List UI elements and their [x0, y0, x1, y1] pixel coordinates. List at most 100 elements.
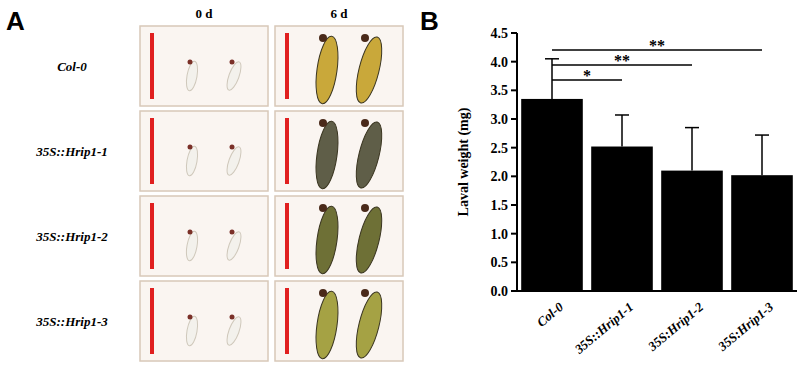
larva-head	[230, 145, 235, 150]
y-tick	[511, 204, 517, 206]
y-tick	[511, 290, 517, 292]
x-tick-label: 35S:Hrip1-2	[644, 299, 706, 355]
scale-bar	[150, 118, 154, 184]
larva-head	[188, 230, 193, 235]
error-cap	[545, 58, 559, 60]
y-tick-label: 3.0	[491, 112, 509, 127]
error-bar	[755, 135, 769, 175]
larva-head	[230, 230, 235, 235]
error-bar	[685, 128, 699, 171]
y-tick	[511, 118, 517, 120]
y-tick-label: 0.0	[491, 284, 509, 299]
photo-frame	[275, 281, 403, 361]
larva	[312, 290, 341, 360]
larva-head	[319, 289, 327, 297]
error-bar	[615, 115, 629, 147]
larva-head	[188, 315, 193, 320]
panel-label: B	[420, 6, 439, 36]
y-tick	[511, 61, 517, 63]
significance: **	[552, 37, 762, 54]
row-label: Col-0	[57, 59, 87, 74]
larva-head	[188, 145, 193, 150]
significance-label: *	[583, 67, 591, 84]
bar	[731, 175, 793, 291]
marks	[521, 59, 793, 291]
y-tick	[511, 233, 517, 235]
y-tick-label: 4.5	[491, 26, 509, 41]
larva-head	[361, 204, 369, 212]
y-tick-label: 4.0	[491, 55, 509, 70]
error-line	[621, 115, 623, 147]
larva-head	[230, 315, 235, 320]
y-tick-label: 1.5	[491, 198, 509, 213]
larva	[224, 230, 244, 262]
photo-frame	[140, 111, 268, 191]
larva	[184, 315, 199, 346]
photo	[140, 111, 268, 191]
larva-head	[319, 119, 327, 127]
row-label: 35S::Hrip1-2	[35, 229, 108, 244]
scale-bar	[285, 118, 289, 184]
scale-bar	[150, 33, 154, 99]
photo-frame	[140, 196, 268, 276]
error-line	[691, 128, 693, 171]
larva	[312, 120, 341, 190]
y-tick	[511, 261, 517, 263]
significance-label: **	[614, 52, 630, 69]
x-tick-label: 35S::Hrip1-1	[571, 299, 636, 357]
scale-bar	[150, 288, 154, 354]
bar	[521, 99, 583, 291]
panel-label: A	[6, 6, 25, 36]
error-cap	[615, 114, 629, 116]
significance: **	[552, 52, 692, 69]
larva	[312, 205, 341, 275]
x-tick-label: 35S:Hrip1-3	[714, 299, 776, 355]
larva	[224, 145, 244, 177]
larva	[351, 120, 387, 191]
larva	[184, 145, 199, 176]
photo	[275, 281, 403, 361]
column-label: 6 d	[331, 6, 349, 21]
larva-head	[188, 60, 193, 65]
significance-label: **	[649, 37, 665, 54]
larva-head	[319, 204, 327, 212]
photo	[275, 196, 403, 276]
row-label: 35S::Hrip1-1	[35, 144, 108, 159]
photo	[275, 111, 403, 191]
x-tick-label: Col-0	[534, 299, 567, 330]
y-axis	[516, 33, 518, 291]
larva-head	[361, 119, 369, 127]
bar	[591, 147, 653, 291]
photo-frame	[140, 281, 268, 361]
larva	[184, 230, 199, 261]
significance: *	[552, 67, 622, 84]
scale-bar	[150, 203, 154, 269]
y-tick-label: 2.5	[491, 141, 509, 156]
photo-frame	[140, 26, 268, 106]
scale-bar	[285, 203, 289, 269]
larva	[351, 290, 387, 361]
larva-head	[230, 60, 235, 65]
error-cap	[685, 127, 699, 129]
y-tick	[511, 175, 517, 177]
larva	[351, 35, 387, 106]
y-tick-label: 1.0	[491, 227, 509, 242]
row-label: 35S::Hrip1-3	[35, 314, 108, 329]
photo	[275, 26, 403, 106]
larva	[224, 315, 244, 347]
photo-frame	[275, 111, 403, 191]
y-tick	[511, 32, 517, 34]
y-tick-label: 3.5	[491, 83, 509, 98]
bar	[661, 171, 723, 291]
error-cap	[755, 134, 769, 136]
y-tick-label: 2.0	[491, 169, 509, 184]
photo-frame	[275, 196, 403, 276]
photo-frame	[275, 26, 403, 106]
photo	[140, 196, 268, 276]
figure: A0 d6 dCol-035S::Hrip1-135S::Hrip1-235S:…	[0, 0, 800, 386]
y-tick-label: 0.5	[491, 255, 509, 270]
scale-bar	[285, 33, 289, 99]
larva-head	[361, 289, 369, 297]
photo	[140, 26, 268, 106]
error-line	[761, 135, 763, 175]
